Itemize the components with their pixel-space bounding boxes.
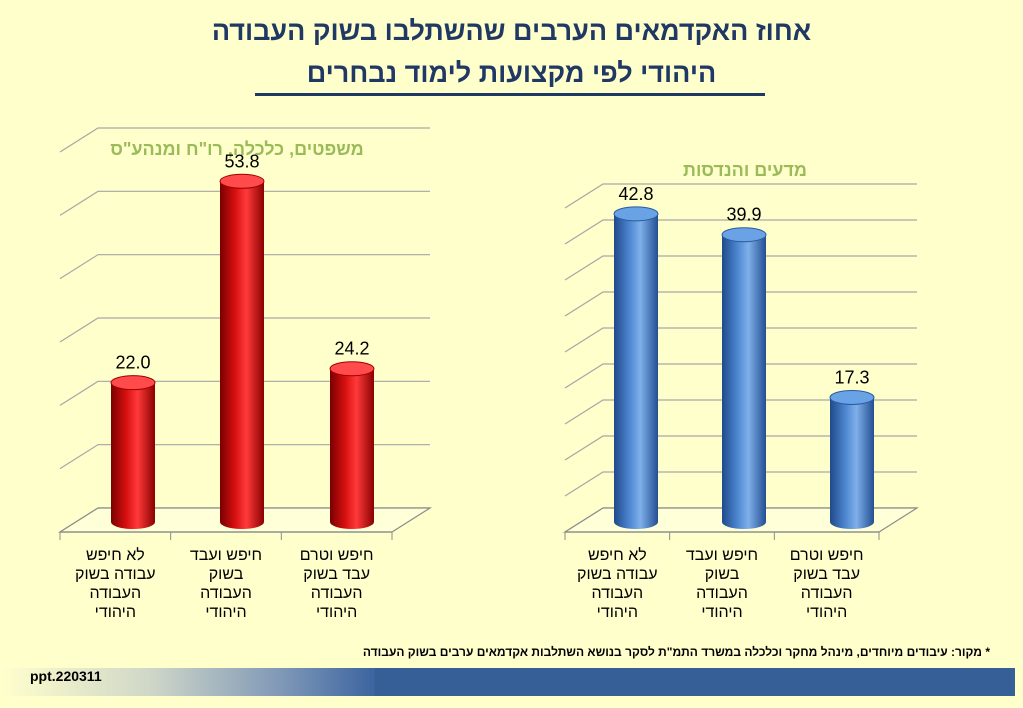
bar-cap (329, 361, 375, 377)
gridline (59, 190, 430, 216)
footer-label: ppt.220311 (30, 668, 102, 684)
gridline (59, 254, 430, 280)
gridline (59, 380, 430, 406)
gridline (59, 317, 430, 343)
category-label: חיפש ועבד בשוק העבודה היהודי (686, 547, 758, 621)
chart-2: 42.8 לא חיפש עבודה בשוק העבודה היהודי 39.9 חיפ… (562, 183, 920, 621)
gridline (59, 127, 430, 153)
gridline (564, 219, 917, 245)
chart-1: 22.0 לא חיפש עבודה בשוק העבודה היהודי 53.8 חיפ… (57, 127, 433, 621)
bar (830, 397, 874, 529)
page-title-line-1: אחוז האקדמאים הערבים שהשתלבו בשוק העבודה (211, 16, 812, 46)
gridline (564, 255, 917, 281)
gridline (564, 435, 917, 461)
bar-cap (219, 173, 265, 189)
gridline (59, 444, 430, 470)
data-label: 24.2 (334, 339, 369, 359)
gridline (564, 399, 917, 425)
source-note: * מקור: עיבודים מיוחדים, מינהל מחקר וכלכ… (362, 645, 990, 659)
category-label: לא חיפש עבודה בשוק העבודה היהודי (75, 546, 156, 621)
category-label: לא חיפש עבודה בשוק העבודה היהודי (577, 546, 658, 621)
title-underline (255, 93, 765, 96)
category-label: חיפש וטרם עבד בשוק העבודה היהודי (790, 547, 864, 621)
data-label: 22.0 (115, 353, 150, 373)
data-label: 53.8 (224, 151, 259, 171)
bar (111, 382, 155, 529)
bar-cap (721, 227, 767, 243)
bar-cap (613, 206, 659, 222)
gridline (564, 471, 917, 497)
category-label: חיפש ועבד בשוק העבודה היהודי (190, 547, 262, 621)
gridline (564, 363, 917, 389)
bar-cap (829, 389, 875, 405)
bar (330, 368, 374, 529)
data-label: 39.9 (726, 205, 761, 225)
bar (722, 234, 766, 529)
category-label: חיפש וטרם עבד בשוק העבודה היהודי (300, 547, 374, 621)
data-label: 42.8 (618, 184, 653, 204)
gridline (564, 327, 917, 353)
footer-gradient (0, 668, 375, 696)
footer-bar (375, 668, 1015, 696)
bar-cap (110, 375, 156, 391)
gridline (564, 183, 917, 209)
data-label: 17.3 (834, 367, 869, 387)
chart-1-title: משפטים, כלכלה, רו"ח ומנהע"ס (110, 139, 364, 159)
bar (220, 181, 264, 529)
bar (614, 213, 658, 529)
chart-2-title: מדעים והנדסות (683, 160, 807, 180)
gridline (564, 291, 917, 317)
page-title-line-2: היהודי לפי מקצועות לימוד נבחרים (306, 58, 717, 88)
